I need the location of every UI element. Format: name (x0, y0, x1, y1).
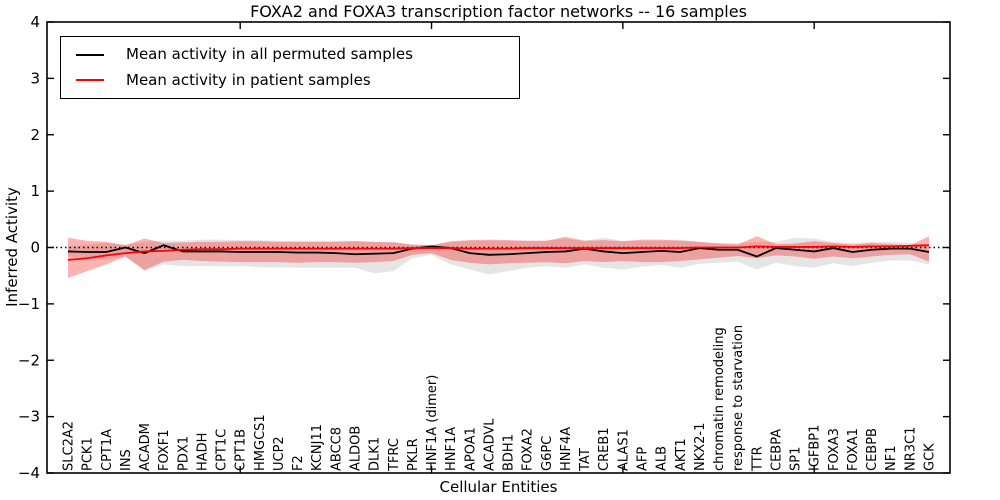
x-category-label: HNF4A (559, 427, 574, 471)
x-category-label: UCP2 (272, 436, 287, 471)
x-category-label: IGFBP1 (808, 425, 823, 471)
x-category-label: NKX2-1 (693, 423, 708, 471)
x-category-label: FOXA1 (846, 428, 861, 471)
y-tick-label: −1 (18, 295, 40, 313)
x-category-label: HADH (195, 433, 210, 471)
x-category-label: HMGCS1 (253, 414, 268, 471)
x-category-label: CREB1 (597, 427, 612, 471)
x-category-label: PKLR (406, 438, 421, 471)
x-category-label: TAT (578, 448, 593, 472)
x-category-label: HNF1A (444, 427, 459, 471)
x-category-label: ACADM (138, 423, 153, 471)
x-category-label: TTR (750, 446, 765, 472)
x-category-label: KCNJ11 (310, 424, 325, 471)
y-tick-label: −3 (18, 408, 40, 426)
x-category-label: INS (119, 449, 134, 471)
x-category-label: AKT1 (674, 438, 689, 471)
x-category-label: PCK1 (81, 437, 96, 471)
x-category-label: chromatin remodeling (712, 327, 727, 471)
x-category-label: NF1 (884, 446, 899, 471)
x-category-label: PDX1 (176, 436, 191, 471)
legend: Mean activity in all permuted samples Me… (60, 36, 520, 99)
legend-label-permuted: Mean activity in all permuted samples (126, 45, 413, 64)
x-category-label: CEBPB (865, 428, 880, 471)
black-line-swatch (76, 53, 104, 56)
legend-label-patient: Mean activity in patient samples (126, 70, 371, 89)
chart-title: FOXA2 and FOXA3 transcription factor net… (250, 2, 747, 21)
x-category-label: ACADVL (482, 418, 497, 471)
x-category-label: FOXA3 (827, 428, 842, 471)
x-category-label: response to starvation (731, 325, 746, 471)
x-category-label: APOA1 (463, 427, 478, 471)
x-category-label: FOXA2 (521, 428, 536, 471)
x-category-label: ALAS1 (616, 429, 631, 471)
x-category-label: SP1 (789, 447, 804, 471)
x-axis-label: Cellular Entities (439, 478, 558, 496)
x-category-label: FOXF1 (157, 429, 172, 471)
patient-mean-line (67, 244, 930, 261)
y-tick-label: 1 (30, 182, 40, 200)
x-category-label: BDH1 (502, 434, 517, 471)
x-category-label: CPT1C (215, 429, 230, 471)
y-tick-label: 3 (30, 69, 40, 87)
x-category-label: NR3C1 (903, 427, 918, 471)
x-category-label: DLK1 (368, 437, 383, 471)
y-tick-label: 4 (30, 13, 40, 31)
red-line-swatch (76, 79, 104, 82)
x-category-label: AFP (636, 447, 651, 471)
x-category-label: ALB (655, 446, 670, 471)
y-tick-label: 0 (30, 239, 40, 257)
x-category-label: ABCC8 (329, 427, 344, 471)
legend-item-permuted: Mean activity in all permuted samples (61, 47, 519, 62)
y-tick-label: −4 (18, 464, 40, 482)
x-category-label: GCK (923, 443, 938, 471)
x-category-label: TFRC (387, 438, 402, 472)
x-category-label: F2 (291, 455, 306, 471)
y-axis-label: Inferred Activity (3, 187, 21, 307)
legend-item-patient: Mean activity in patient samples (61, 70, 519, 89)
x-category-label: G6PC (540, 436, 555, 471)
y-tick-label: 2 (30, 126, 40, 144)
y-tick-label: −2 (18, 351, 40, 369)
permuted-mean-line (67, 244, 930, 258)
x-category-label: CPT1B (234, 429, 249, 471)
x-category-label: HNF1A (dimer) (425, 375, 440, 471)
x-category-label: SLC2A2 (62, 421, 77, 471)
x-category-label: CEBPA (769, 429, 784, 471)
x-category-label: CPT1A (100, 429, 115, 471)
x-category-label: ALDOB (349, 426, 364, 471)
